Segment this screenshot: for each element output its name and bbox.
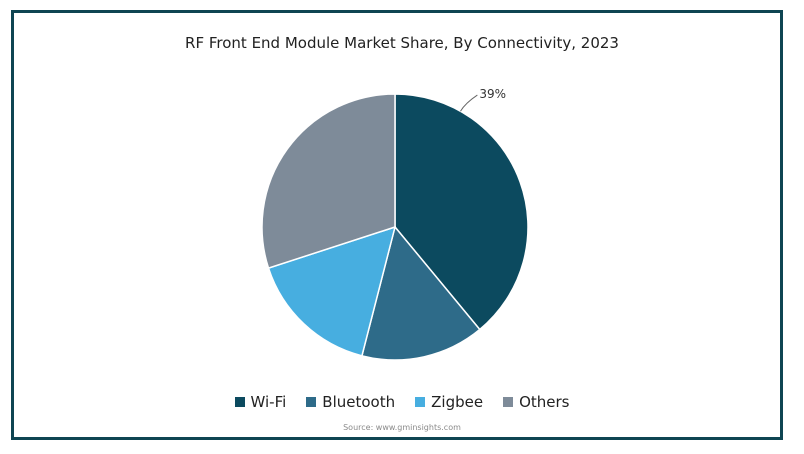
legend-label: Others xyxy=(519,393,570,411)
legend-item-zigbee: Zigbee xyxy=(415,393,483,411)
source-note: Source: www.gminsights.com xyxy=(343,423,461,432)
legend-label: Wi-Fi xyxy=(250,393,287,411)
data-label: 39% xyxy=(479,87,506,101)
legend-swatch xyxy=(306,397,317,407)
pie-slice-wi-fi xyxy=(394,93,529,331)
pie-labels: 39% xyxy=(460,87,506,112)
legend-label: Zigbee xyxy=(431,393,484,411)
chart-title: RF Front End Module Market Share, By Con… xyxy=(185,34,619,52)
legend-swatch xyxy=(234,397,245,407)
pie-slice-zigbee xyxy=(267,225,397,357)
legend-label: Bluetooth xyxy=(322,393,396,411)
pie-slice-others xyxy=(261,93,396,270)
legend-item-others: Others xyxy=(503,393,569,411)
legend-swatch xyxy=(415,397,426,407)
pie-slices xyxy=(261,93,529,361)
chart-legend: Wi-Fi Bluetooth Zigbee Others xyxy=(0,393,804,411)
legend-item-bluetooth: Bluetooth xyxy=(306,393,395,411)
legend-swatch xyxy=(503,397,514,407)
label-leader-line xyxy=(460,94,478,112)
legend-item-wi-fi: Wi-Fi xyxy=(234,393,287,411)
pie-slice-bluetooth xyxy=(361,225,481,361)
